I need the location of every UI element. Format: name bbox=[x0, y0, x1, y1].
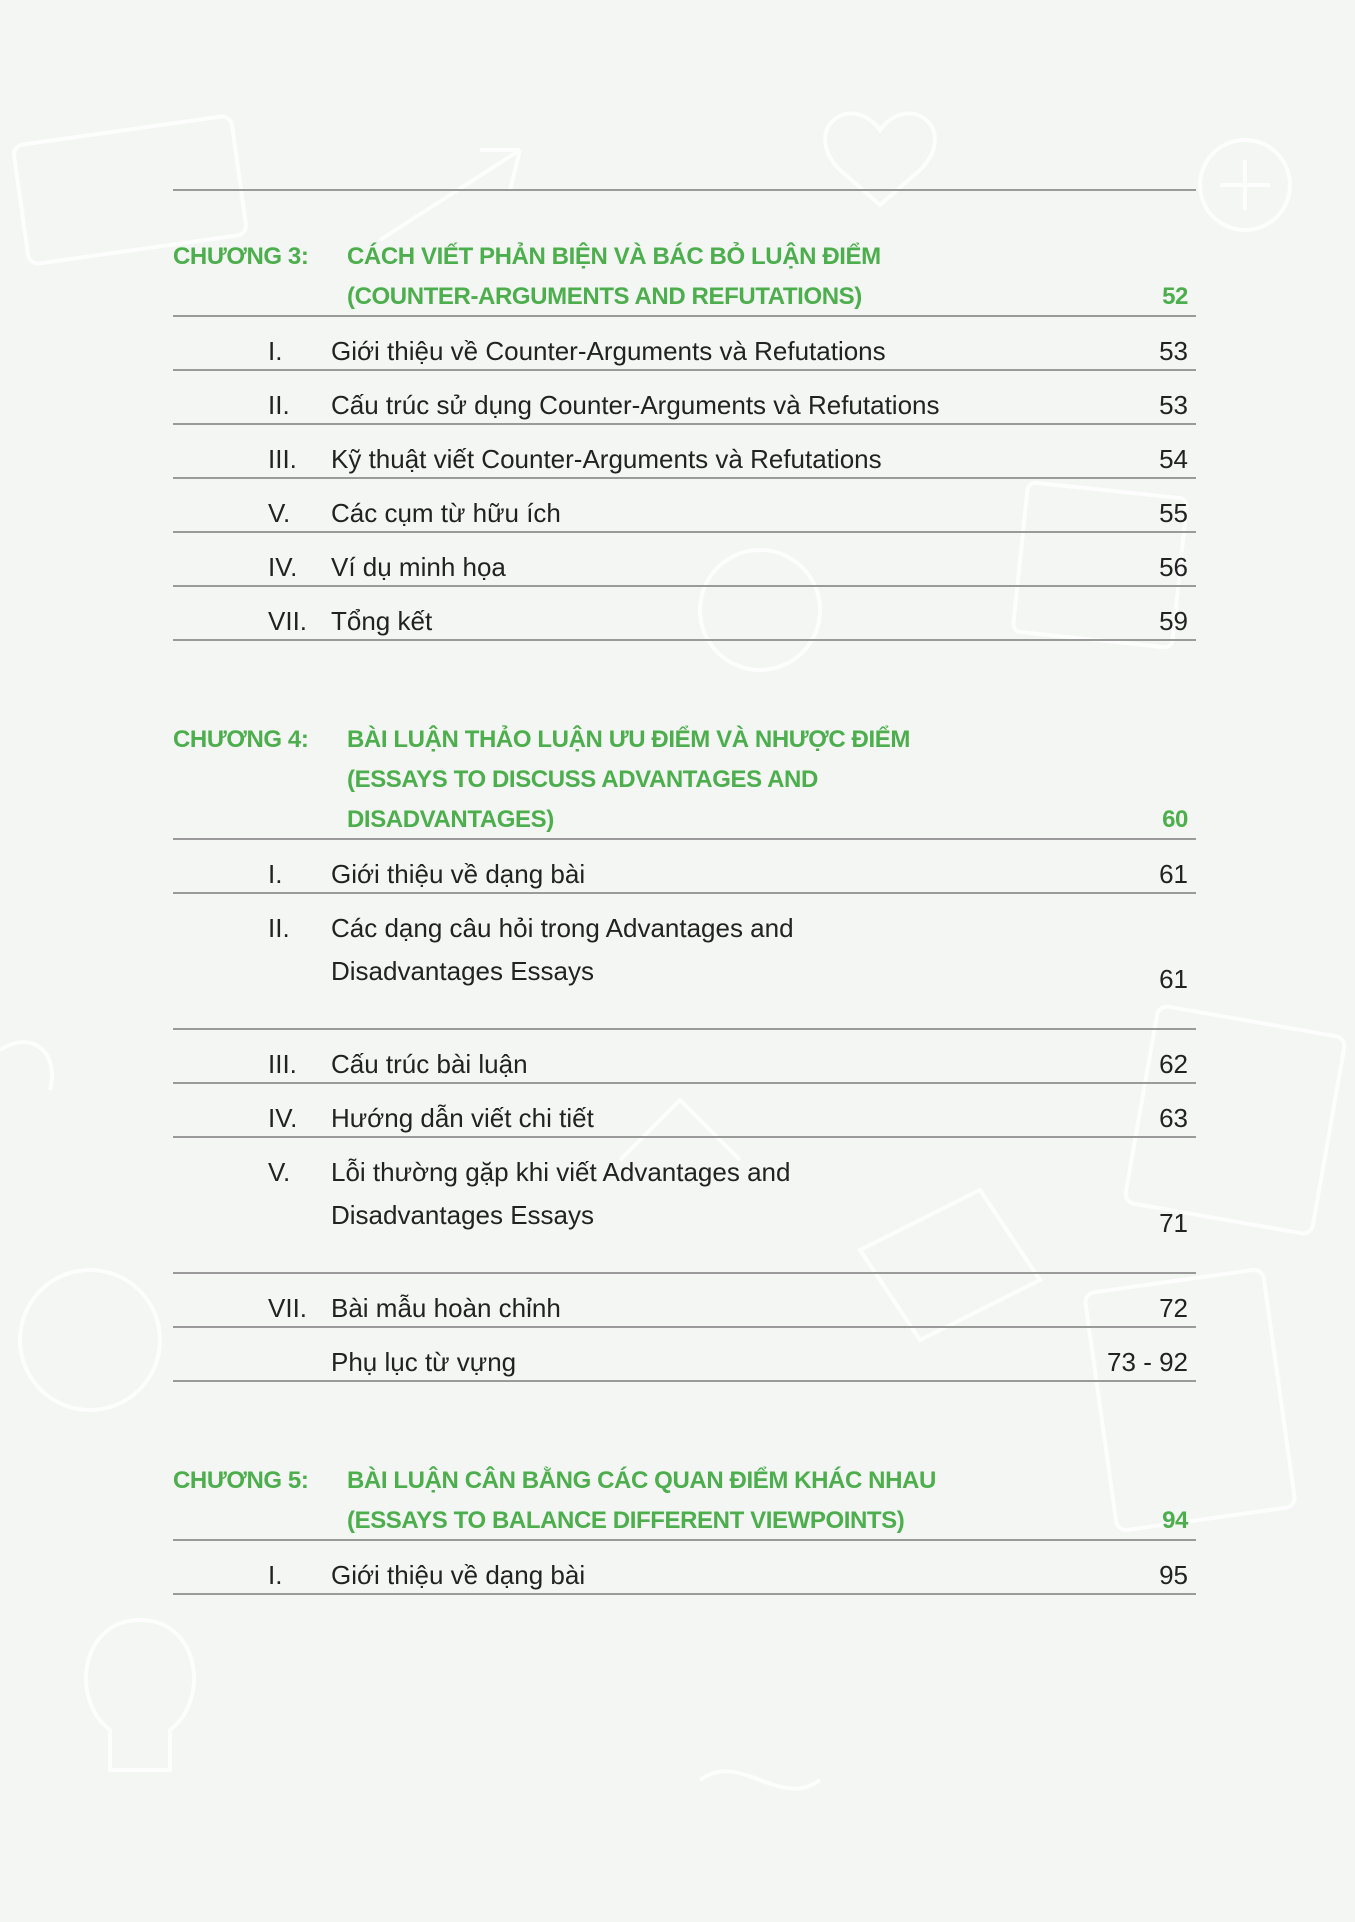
item-title: Các dạng câu hỏi trong Advantages and bbox=[331, 913, 794, 943]
divider bbox=[173, 585, 1196, 587]
item-title: Ví dụ minh họa bbox=[331, 552, 506, 582]
divider bbox=[173, 531, 1196, 533]
divider bbox=[173, 477, 1196, 479]
divider bbox=[173, 1028, 1196, 1030]
chapter-title: (COUNTER-ARGUMENTS AND REFUTATIONS) bbox=[347, 283, 862, 310]
item-title: Cấu trúc sử dụng Counter-Arguments và Re… bbox=[331, 390, 940, 420]
item-title: Phụ lục từ vựng bbox=[331, 1347, 517, 1377]
item-page: 54 bbox=[1159, 444, 1188, 474]
item-page: 61 bbox=[1159, 859, 1188, 889]
item-title: Giới thiệu về Counter-Arguments và Refut… bbox=[331, 336, 886, 366]
chapter-title: (ESSAYS TO DISCUSS ADVANTAGES AND bbox=[347, 766, 818, 793]
item-title: Các cụm từ hữu ích bbox=[331, 498, 561, 528]
item-title: Giới thiệu về dạng bài bbox=[331, 859, 586, 889]
chapter-title: BÀI LUẬN CÂN BẰNG CÁC QUAN ĐIỂM KHÁC NHA… bbox=[347, 1467, 936, 1494]
item-title: Giới thiệu về dạng bài bbox=[331, 1560, 586, 1590]
divider bbox=[173, 423, 1196, 425]
divider bbox=[173, 1380, 1196, 1382]
chapter-label: CHƯƠNG 5: bbox=[173, 1467, 309, 1494]
chapter-page: 94 bbox=[1162, 1507, 1188, 1534]
divider bbox=[173, 639, 1196, 641]
divider bbox=[173, 1272, 1196, 1274]
item-title: Lỗi thường gặp khi viết Advantages and bbox=[331, 1157, 791, 1187]
chapter-title: BÀI LUẬN THẢO LUẬN ƯU ĐIỂM VÀ NHƯỢC ĐIỂM bbox=[347, 726, 910, 753]
divider bbox=[173, 315, 1196, 317]
item-page: 73 - 92 bbox=[1107, 1347, 1188, 1377]
item-page: 71 bbox=[1159, 1208, 1188, 1238]
item-page: 72 bbox=[1159, 1293, 1188, 1323]
item-numeral: I. bbox=[268, 859, 283, 889]
item-page: 95 bbox=[1159, 1560, 1188, 1590]
chapter-label: CHƯƠNG 4: bbox=[173, 726, 309, 753]
divider bbox=[173, 1539, 1196, 1541]
item-page: 53 bbox=[1159, 336, 1188, 366]
item-title: Kỹ thuật viết Counter-Arguments và Refut… bbox=[331, 444, 882, 474]
item-title: Disadvantages Essays bbox=[331, 1200, 595, 1230]
item-title: Tổng kết bbox=[331, 606, 433, 636]
divider bbox=[173, 1593, 1196, 1595]
divider bbox=[173, 189, 1196, 191]
chapter-label: CHƯƠNG 3: bbox=[173, 243, 309, 270]
item-title: Bài mẫu hoàn chỉnh bbox=[331, 1293, 561, 1323]
item-page: 59 bbox=[1159, 606, 1188, 636]
item-numeral: V. bbox=[268, 1157, 291, 1187]
item-page: 55 bbox=[1159, 498, 1188, 528]
chapter-title: DISADVANTAGES) bbox=[347, 806, 554, 833]
divider bbox=[173, 1082, 1196, 1084]
item-page: 56 bbox=[1159, 552, 1188, 582]
item-numeral: II. bbox=[268, 390, 290, 420]
item-page: 63 bbox=[1159, 1103, 1188, 1133]
item-numeral: VII. bbox=[268, 1293, 308, 1323]
chapter-page: 60 bbox=[1162, 806, 1188, 833]
item-numeral: I. bbox=[268, 336, 283, 366]
item-numeral: III. bbox=[268, 1049, 297, 1079]
item-numeral: V. bbox=[268, 498, 291, 528]
divider bbox=[173, 892, 1196, 894]
divider bbox=[173, 1136, 1196, 1138]
item-numeral: II. bbox=[268, 913, 290, 943]
item-numeral: IV. bbox=[268, 1103, 298, 1133]
divider bbox=[173, 1326, 1196, 1328]
divider bbox=[173, 838, 1196, 840]
item-page: 62 bbox=[1159, 1049, 1188, 1079]
chapter-title: CÁCH VIẾT PHẢN BIỆN VÀ BÁC BỎ LUẬN ĐIỂM bbox=[347, 243, 881, 270]
divider bbox=[173, 369, 1196, 371]
item-numeral: VII. bbox=[268, 606, 308, 636]
chapter-title: (ESSAYS TO BALANCE DIFFERENT VIEWPOINTS) bbox=[347, 1507, 905, 1534]
item-title: Hướng dẫn viết chi tiết bbox=[331, 1103, 594, 1133]
item-title: Disadvantages Essays bbox=[331, 956, 595, 986]
item-page: 53 bbox=[1159, 390, 1188, 420]
item-page: 61 bbox=[1159, 964, 1188, 994]
item-title: Cấu trúc bài luận bbox=[331, 1049, 528, 1079]
item-numeral: I. bbox=[268, 1560, 283, 1590]
item-numeral: IV. bbox=[268, 552, 298, 582]
chapter-page: 52 bbox=[1162, 283, 1188, 310]
item-numeral: III. bbox=[268, 444, 297, 474]
